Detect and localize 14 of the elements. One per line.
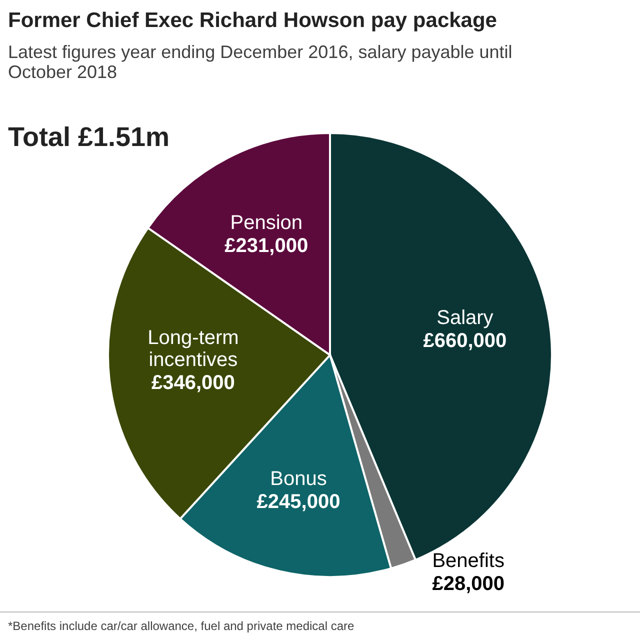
data-label: £28,000	[432, 572, 504, 595]
chart-subtitle: Latest figures year ending December 2016, salary payable until October 2018	[8, 42, 512, 82]
slice-label: Salary	[436, 306, 494, 329]
text: Total £1.51m	[8, 122, 170, 152]
data-label: £231,000	[224, 234, 308, 257]
slice-label: Benefits	[432, 550, 504, 572]
slice-label: Pension	[230, 212, 303, 234]
slice-label: Long-term incentives	[148, 327, 239, 372]
slice-label: Bonus	[270, 468, 327, 490]
data-label: £245,000	[256, 490, 340, 513]
chart-title: Former Chief Exec Richard Howson pay package	[8, 9, 497, 32]
text: *Benefits include car/car allowance, fuel and private medical care	[8, 619, 355, 633]
data-label: £660,000	[423, 330, 507, 352]
data-label: £346,000	[151, 372, 235, 394]
